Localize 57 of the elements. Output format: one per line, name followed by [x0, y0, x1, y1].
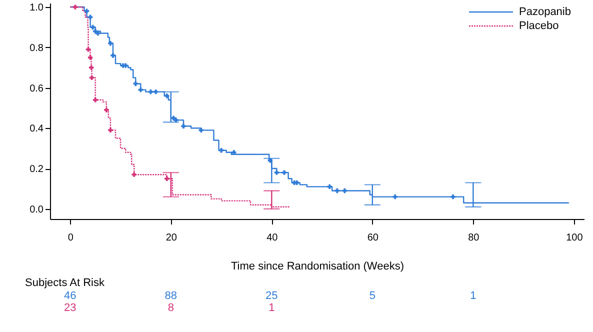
y-tick-label: 0.2: [30, 164, 44, 176]
point: [89, 75, 94, 80]
point: [164, 94, 170, 98]
point: [450, 194, 456, 200]
y-tick-label: 0.4: [30, 124, 44, 135]
text: 23: [64, 302, 76, 314]
point: [108, 41, 113, 46]
point: [181, 124, 186, 128]
point: [92, 98, 98, 102]
text: 88: [164, 290, 178, 302]
point: [86, 47, 91, 52]
point: [90, 24, 96, 30]
y-tick-label: 1.0: [30, 2, 44, 14]
y-tick-label: 0.8: [30, 42, 44, 54]
text: 1: [470, 290, 476, 302]
point: [327, 184, 332, 190]
x-tick-label: 100: [566, 232, 584, 244]
point: [282, 170, 287, 175]
text: 1: [268, 302, 275, 314]
y-tick-label: 0.6: [30, 83, 44, 94]
point: [88, 55, 93, 60]
text: 8: [168, 302, 174, 314]
x-tick-label: 20: [166, 232, 178, 244]
point: [294, 180, 300, 186]
legend-label: Pazopanib: [519, 6, 571, 18]
point: [392, 194, 398, 200]
text: 5: [369, 290, 376, 302]
point: [88, 14, 93, 20]
text: 25: [266, 290, 278, 302]
x-tick-label: 40: [266, 232, 278, 244]
x-tick-label: 80: [468, 232, 480, 244]
x-tick-label: 0: [68, 232, 74, 244]
point: [104, 108, 109, 112]
point: [198, 128, 204, 133]
y-tick-label: 0.0: [30, 204, 44, 216]
legend-label: Placebo: [519, 20, 559, 32]
point: [153, 89, 158, 94]
point: [133, 81, 138, 86]
point: [110, 53, 116, 58]
point: [72, 4, 78, 10]
x-tick-label: 60: [367, 232, 379, 244]
point: [268, 158, 272, 163]
point: [84, 8, 90, 14]
point: [334, 188, 340, 194]
point: [132, 172, 136, 177]
point: [96, 30, 100, 36]
point: [138, 87, 144, 92]
x-axis-title: Time since Randomisation (Weeks): [230, 260, 404, 272]
point: [218, 148, 224, 153]
point: [164, 176, 170, 181]
point: [108, 128, 113, 133]
point: [174, 118, 178, 122]
point: [274, 170, 280, 175]
text: 46: [64, 290, 76, 302]
text: Subjects At Risk: [25, 277, 105, 289]
point: [148, 89, 154, 94]
point: [88, 65, 94, 70]
